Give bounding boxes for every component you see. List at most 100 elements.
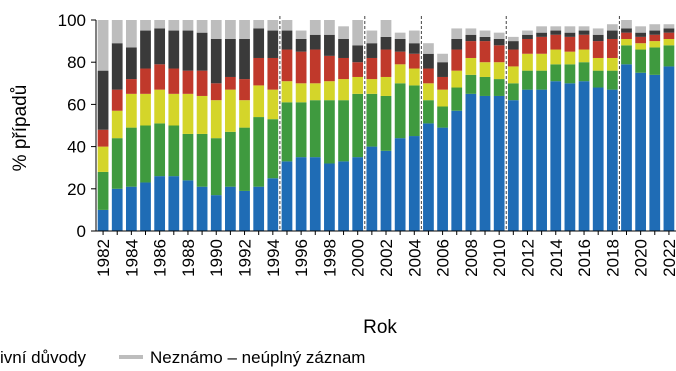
bar-2005-segment-1 [423,123,434,231]
bar-2007-segment-4 [451,49,463,71]
bar-1992-segment-3 [239,100,250,128]
bar-2015-segment-2 [564,64,576,84]
bar-1984-segment-4 [125,79,137,94]
x-axis: 1982 1984 1986 1988 1990 1992 1994 1996 1998 2000… [94,230,676,277]
bar-1982-segment-5 [97,70,109,130]
bar-1995-segment-2 [281,102,293,162]
bar-1999-segment-3 [338,79,349,101]
bar-1993-segment-1 [253,186,265,231]
bar-2011-segment-1 [507,100,519,232]
y-tick-label-80: 80 [67,53,86,72]
bar-1986-segment-1 [154,176,166,231]
bar-1994-segment-6 [267,20,279,31]
bar-2000-segment-2 [352,93,364,158]
bar-1995-segment-1 [281,161,293,231]
bar-1983-segment-3 [111,110,123,139]
bar-2000-segment-6 [352,20,364,46]
x-tick-label-2002: 2002 [377,239,396,277]
bar-1999-segment-4 [338,57,349,80]
bar-1992-segment-1 [239,190,250,231]
bar-1983-segment-5 [111,43,123,90]
bar-1982-segment-4 [97,129,109,147]
x-tick-label-2022: 2022 [660,239,676,277]
bar-2009-segment-3 [479,62,491,77]
x-tick-label-2020: 2020 [632,239,651,277]
bar-2014-segment-1 [550,81,562,231]
bar-2020-segment-2 [635,49,647,73]
bar-1982-segment-6 [97,20,109,71]
bar-2020-segment-1 [635,72,647,231]
bar-1992-segment-4 [239,79,250,101]
bar-1993-segment-3 [253,85,265,118]
bar-1988-segment-1 [182,180,194,231]
bar-1984-segment-6 [125,20,137,48]
x-tick-label-1982: 1982 [94,239,113,277]
bar-2008-segment-1 [465,93,477,231]
period-dividers [279,16,620,231]
bar-2003-segment-6 [394,32,406,39]
y-axis: 0 20 40 60 80 100 [58,11,97,241]
bar-1983-segment-1 [111,188,123,231]
bar-1986-segment-6 [154,20,166,29]
bar-2013-segment-1 [536,89,547,231]
bar-2012-segment-4 [522,38,533,54]
bar-1997-segment-4 [309,49,321,84]
bar-1983-segment-6 [111,20,123,44]
bar-2012-segment-1 [522,89,533,231]
bar-2013-segment-3 [536,53,547,71]
bar-1993-segment-4 [253,57,265,86]
x-tick-label-2008: 2008 [462,239,481,277]
bar-2002-segment-1 [380,150,392,231]
bar-2003-segment-5 [394,38,406,52]
bar-2016-segment-5 [578,30,590,35]
bar-2010-segment-4 [493,45,505,63]
x-tick-label-2006: 2006 [434,239,453,277]
x-tick-label-1984: 1984 [122,239,141,277]
bar-1993-segment-6 [253,20,265,29]
bar-2006-segment-3 [437,89,448,107]
bar-1982-segment-3 [97,146,109,172]
bar-1989-segment-2 [196,133,208,187]
bar-1991-segment-3 [225,89,236,132]
bar-2015-segment-1 [564,83,576,231]
bar-1998-segment-5 [324,34,335,56]
bar-2002-segment-2 [380,95,392,151]
bar-1993-segment-2 [253,117,265,187]
bar-1997-segment-1 [309,157,321,231]
bar-2001-segment-2 [366,93,378,147]
bar-2019-segment-6 [621,20,632,29]
bar-2004-segment-2 [408,85,420,137]
bar-1983-segment-2 [111,138,123,189]
bar-2017-segment-1 [592,87,604,232]
bar-2008-segment-5 [465,34,477,42]
bar-1994-segment-4 [267,57,279,90]
bar-2013-segment-2 [536,70,547,90]
bar-1996-segment-3 [295,83,307,103]
bar-2011-segment-5 [507,41,519,50]
bar-2010-segment-1 [493,95,505,232]
bar-2021-segment-2 [649,47,661,75]
bar-2001-segment-1 [366,146,378,231]
bar-1991-segment-6 [225,20,236,39]
bar-2021-segment-4 [649,34,661,42]
bar-1990-segment-5 [210,38,222,84]
bar-2014-segment-3 [550,49,562,65]
bar-1994-segment-5 [267,30,279,58]
bar-1986-segment-4 [154,64,166,90]
legend-fragment-left: ivní důvody [0,348,86,367]
bar-1990-segment-4 [210,83,222,101]
bar-1996-segment-5 [295,38,307,52]
bar-2006-segment-4 [437,76,448,90]
x-tick-label-1986: 1986 [151,239,170,277]
bar-2003-segment-3 [394,64,406,84]
bar-1997-segment-3 [309,83,321,101]
bar-1998-segment-3 [324,81,335,101]
bar-2010-segment-2 [493,79,505,96]
x-tick-label-1996: 1996 [292,239,311,277]
bar-1985-segment-6 [140,20,151,31]
bar-2017-segment-2 [592,70,604,88]
bar-2014-segment-6 [550,26,562,31]
x-tick-label-1990: 1990 [207,239,226,277]
bar-2008-segment-6 [465,28,477,35]
bar-2016-segment-1 [578,81,590,231]
